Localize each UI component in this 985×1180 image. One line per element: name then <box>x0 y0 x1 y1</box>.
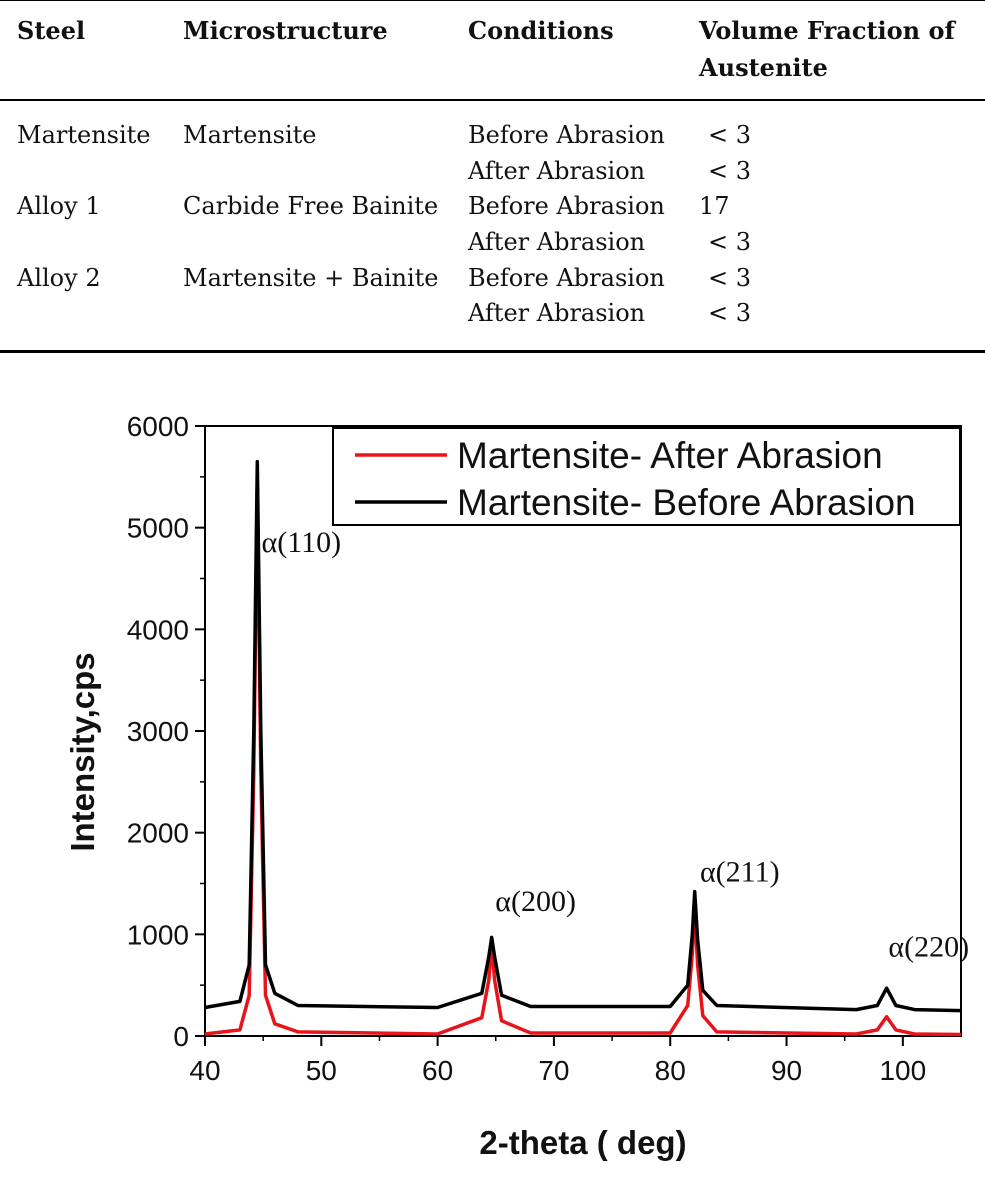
legend-label: Martensite- After Abrasion <box>457 435 883 476</box>
y-axis-label: Intensity,cps <box>64 652 101 851</box>
x-tick-label: 100 <box>879 1055 926 1086</box>
cell-steel: Alloy 1 <box>17 192 101 220</box>
y-tick-label: 3000 <box>127 716 189 747</box>
cell-condition: After Abrasion <box>468 228 646 256</box>
y-tick-label: 0 <box>173 1021 189 1052</box>
peak-label: α(211) <box>700 855 780 888</box>
legend-label: Martensite- Before Abrasion <box>457 482 916 523</box>
series-line-before-abrasion <box>204 459 962 1013</box>
cell-condition: Before Abrasion <box>468 121 665 149</box>
cell-austenite: < 3 <box>708 157 752 185</box>
cell-microstructure: Carbide Free Bainite <box>183 192 439 220</box>
legend-box <box>332 427 961 526</box>
x-tick-label: 90 <box>771 1055 802 1086</box>
cell-austenite: < 3 <box>708 228 752 256</box>
peak-label: α(110) <box>262 526 342 559</box>
table-top-rule <box>0 0 985 1</box>
cell-steel: Alloy 2 <box>17 264 101 292</box>
y-tick-label: 5000 <box>127 513 189 544</box>
data-table: Steel Microstructure Conditions Volume F… <box>0 0 985 356</box>
cell-austenite: < 3 <box>708 299 752 327</box>
table-bottom-rule <box>0 350 985 353</box>
y-tick-label: 2000 <box>127 818 189 849</box>
x-tick-label: 40 <box>189 1055 220 1086</box>
cell-austenite: < 3 <box>708 121 752 149</box>
header-conditions: Conditions <box>468 16 614 45</box>
header-microstructure: Microstructure <box>183 16 388 45</box>
xrd-chart: 0 1000 2000 3000 4000 5000 6000 40 50 60 70 80 90 100… <box>64 411 969 1161</box>
y-tick-label: 1000 <box>127 919 189 950</box>
cell-microstructure: Martensite + Bainite <box>183 264 439 292</box>
x-tick-label: 80 <box>655 1055 686 1086</box>
x-tick-label: 50 <box>306 1055 337 1086</box>
cell-steel: Martensite <box>17 121 151 149</box>
cell-condition: Before Abrasion <box>468 192 665 220</box>
x-axis-label: 2-theta ( deg) <box>479 1124 686 1161</box>
cell-condition: After Abrasion <box>468 299 646 327</box>
series-line-after-abrasion <box>204 480 962 1037</box>
cell-condition: After Abrasion <box>468 157 646 185</box>
peak-label: α(220) <box>888 931 969 964</box>
header-steel: Steel <box>17 16 86 45</box>
table-header-rule <box>0 99 985 101</box>
cell-condition: Before Abrasion <box>468 264 665 292</box>
cell-microstructure: Martensite <box>183 121 317 149</box>
cell-austenite: < 3 <box>708 264 752 292</box>
y-tick-label: 4000 <box>127 614 189 645</box>
peak-label: α(200) <box>495 885 576 918</box>
cell-austenite: 17 <box>699 192 730 220</box>
header-austenite: Volume Fraction of Austenite <box>699 16 955 82</box>
x-tick-label: 70 <box>538 1055 569 1086</box>
y-tick-label: 6000 <box>127 411 189 442</box>
x-tick-label: 60 <box>422 1055 453 1086</box>
